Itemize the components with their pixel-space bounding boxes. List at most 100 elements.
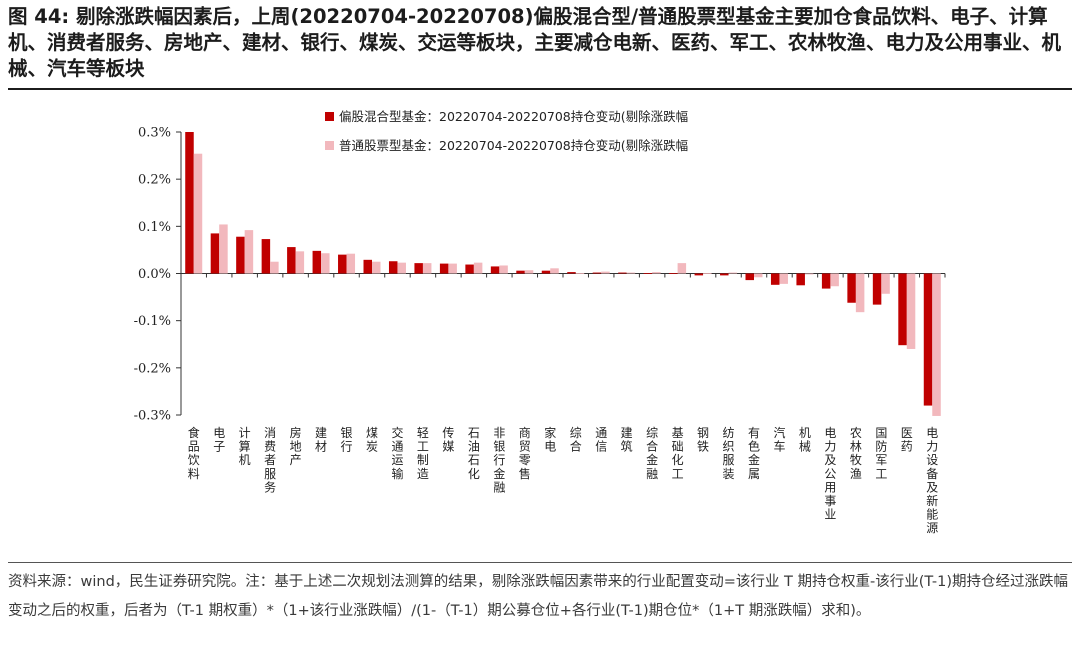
bar-series-1 — [694, 273, 704, 276]
bar-series-2 — [906, 273, 916, 349]
bar-series-1 — [669, 273, 678, 274]
x-category-label: 轻工制造 — [417, 426, 429, 481]
chart-legend: 偏股混合型基金：20220704-20220708持仓变动(剔除涨跌幅普通股票型… — [325, 109, 688, 153]
bar-series-2 — [473, 262, 483, 274]
figure-title: 图 44: 剔除涨跌幅因素后，上周(20220704-20220708)偏股混合… — [8, 5, 1062, 80]
x-category-label: 食品饮料 — [188, 425, 200, 481]
bar-series-1 — [363, 259, 372, 274]
bar-series-2 — [244, 230, 254, 274]
x-category-label: 石油石化 — [468, 426, 480, 481]
bar-series-1 — [872, 273, 882, 305]
x-category-label: 汽车 — [773, 425, 785, 454]
bar-series-1 — [388, 261, 398, 274]
x-category-label: 建材 — [315, 426, 327, 454]
x-category-label: 房地产 — [290, 425, 302, 467]
x-category-label: 钢铁 — [697, 426, 709, 454]
bar-series-2 — [321, 253, 330, 274]
x-category-label: 商贸零售 — [519, 425, 531, 481]
bar-series-1 — [236, 236, 245, 274]
bar-series-2 — [219, 224, 228, 274]
bar-series-2 — [448, 263, 457, 274]
bar-series-2 — [193, 153, 203, 274]
legend-swatch-2 — [325, 141, 334, 150]
x-category-label: 综合金融 — [646, 426, 658, 481]
bar-series-2 — [779, 273, 788, 284]
x-category-label: 计算机 — [239, 426, 251, 467]
y-tick-label: -0.2% — [134, 361, 171, 376]
x-category-label: 建筑 — [621, 426, 633, 454]
bar-series-1 — [796, 273, 805, 286]
legend-label-1: 偏股混合型基金：20220704-20220708持仓变动(剔除涨跌幅 — [339, 109, 688, 124]
y-tick-label: 0.2% — [138, 173, 171, 188]
x-category-label: 国防军工 — [875, 426, 887, 481]
x-category-label: 银行 — [341, 426, 353, 454]
y-tick-label: 0.0% — [138, 267, 171, 282]
bar-series-1 — [414, 263, 423, 274]
bar-series-1 — [465, 264, 474, 274]
bar-series-1 — [592, 272, 602, 274]
bar-series-2 — [397, 262, 406, 274]
bar-series-2 — [550, 268, 559, 274]
x-category-label: 机械 — [799, 426, 811, 454]
bar-series-1 — [618, 272, 627, 274]
x-category-label: 医药 — [901, 426, 913, 454]
source-note: 资料来源：wind，民生证券研究院。注：基于上述二次规划法测算的结果，剔除涨跌幅… — [8, 574, 1069, 619]
bar-series-1 — [185, 132, 194, 274]
x-category-label: 交通运输 — [391, 425, 403, 481]
bar-series-1 — [439, 263, 449, 274]
bar-series-1 — [770, 273, 780, 285]
bar-series-1 — [287, 247, 296, 274]
bar-series-2 — [728, 272, 738, 274]
bar-series-2 — [346, 253, 356, 274]
bar-series-1 — [898, 273, 907, 346]
y-tick-label: 0.1% — [138, 220, 171, 235]
x-category-label: 电力及公用事业 — [824, 426, 836, 522]
bar-series-2 — [575, 273, 585, 274]
x-category-label: 非银行金融 — [493, 426, 505, 494]
title-divider — [8, 88, 1072, 90]
bar-series-2 — [703, 273, 712, 274]
x-category-label: 纺织服装 — [723, 426, 735, 481]
bar-series-2 — [422, 263, 432, 274]
bar-series-1 — [847, 273, 856, 303]
bar-series-1 — [490, 266, 500, 274]
bar-series-2 — [830, 273, 839, 287]
x-category-label: 传媒 — [442, 425, 454, 454]
bar-series-1 — [210, 233, 220, 274]
x-category-label: 农林牧渔 — [850, 426, 862, 481]
bar-series-2 — [932, 273, 941, 416]
bar-series-2 — [499, 265, 508, 274]
bar-series-1 — [516, 270, 525, 274]
bar-series-2 — [601, 271, 610, 274]
bar-series-1 — [821, 273, 831, 289]
chart-axes: 0.3% 0.2% 0.1% 0.0% -0.1% -0.2% -0.3% 食品饮料 电子 计算机… — [134, 126, 946, 535]
bar-series-2 — [881, 273, 890, 294]
bar-series-2 — [626, 272, 636, 274]
x-category-label: 消费者服务 — [264, 426, 276, 494]
x-category-label: 通信 — [595, 426, 607, 454]
x-category-label: 基础化工 — [672, 426, 684, 481]
bar-series-2 — [524, 270, 534, 274]
bar-series-1 — [643, 273, 653, 274]
x-category-label: 有色金属 — [748, 426, 760, 481]
bar-chart: 0.3% 0.2% 0.1% 0.0% -0.1% -0.2% -0.3% 食品饮料 电子 计算机… — [134, 109, 946, 535]
bar-series-1 — [745, 273, 754, 281]
bar-series-1 — [567, 272, 576, 274]
bar-series-1 — [312, 250, 322, 274]
bar-series-2 — [652, 272, 661, 274]
bar-series-2 — [295, 251, 305, 274]
bar-series-2 — [855, 273, 865, 313]
chart-bars — [185, 132, 941, 416]
bar-series-2 — [372, 261, 381, 274]
legend-swatch-1 — [325, 112, 334, 121]
bar-series-1 — [541, 270, 551, 274]
y-tick-label: -0.3% — [134, 409, 171, 424]
x-category-label: 综合 — [570, 426, 582, 454]
bar-series-1 — [720, 273, 729, 276]
x-category-label: 家电 — [544, 425, 556, 454]
bar-series-2 — [804, 273, 814, 275]
source-divider — [8, 562, 1072, 563]
bar-series-2 — [677, 263, 687, 274]
bar-series-2 — [754, 273, 763, 278]
x-category-label: 电力设备及新能源 — [926, 426, 938, 535]
